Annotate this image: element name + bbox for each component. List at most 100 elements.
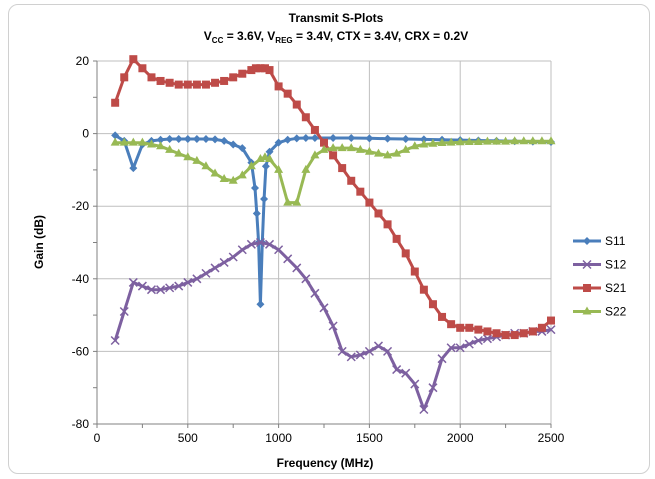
data-point-s12 [219,257,229,267]
x-tick-label: 500 [178,431,198,445]
data-point-s22 [528,136,538,145]
data-point-s11 [192,135,201,144]
data-point-s21 [419,285,428,294]
data-point-s22 [183,152,193,161]
grid-lines [96,60,552,425]
data-point-s21 [474,325,483,334]
data-point-s12 [137,281,147,291]
data-point-s21 [310,125,319,134]
data-point-s21 [147,73,156,82]
data-point-s21 [347,176,356,185]
data-point-s22 [246,161,256,170]
legend-item-s21: S21 [573,281,627,295]
data-point-s21 [537,323,546,332]
data-point-s11 [283,135,292,144]
subtitle-part-5: = 3.4V, CTX = 3.4V, CRX = 0.2V [293,29,469,43]
data-point-s12 [128,277,138,287]
data-point-s21 [338,164,347,173]
data-point-s12 [110,335,120,346]
data-point-s21 [547,316,555,325]
data-point-s11 [156,135,165,144]
series-s12 [110,237,556,415]
y-tick-label: -40 [72,272,90,286]
series-line-s21 [113,57,552,337]
data-point-s12 [446,343,456,353]
data-point-s12 [246,239,256,249]
data-point-s12 [464,339,474,349]
legend-marker [583,284,591,292]
data-point-s11 [274,138,283,147]
data-point-s22 [492,136,502,145]
data-point-s11 [229,140,238,149]
data-point-s11 [183,135,192,144]
data-point-s22 [410,141,420,150]
data-point-s11 [292,134,301,143]
data-point-s22 [292,197,302,206]
data-point-s12 [337,346,347,356]
data-point-s21 [229,73,238,82]
data-point-s21 [528,327,537,336]
legend-label: S11 [605,234,626,248]
data-point-s21 [247,66,256,75]
data-point-s21 [265,66,274,75]
subtitle-part-2: CC [212,36,224,45]
data-point-s22 [319,144,329,153]
data-point-s21 [301,113,310,122]
data-point-s11 [383,134,392,143]
data-point-s22 [137,137,147,146]
data-point-s11 [261,162,270,171]
series-s22 [110,136,556,206]
x-tick-label: 2000 [447,431,474,445]
data-point-s12 [328,321,338,331]
data-point-s12 [319,303,329,313]
data-point-s21 [519,329,528,338]
data-point-s22 [455,137,465,146]
y-tick-label: -20 [72,199,90,213]
data-point-s12 [383,346,393,356]
series-layer [110,55,556,415]
x-tick-label: 1000 [265,431,292,445]
subtitle-part-3: = 3.6V, V [223,29,275,43]
data-point-s11 [252,209,261,218]
data-point-s21 [111,98,120,107]
data-point-s22 [546,136,556,145]
data-point-s21 [283,89,292,98]
data-point-s12 [437,354,447,364]
data-point-s22 [228,175,238,184]
data-point-s22 [519,136,529,145]
data-point-s12 [355,350,365,360]
y-axis-label: Gain (dB) [32,215,46,269]
data-point-s22 [310,150,320,159]
data-point-s21 [292,100,301,109]
data-point-s22 [446,137,456,146]
data-point-s12 [237,245,247,255]
data-point-s21 [238,69,247,78]
data-point-s22 [156,141,166,150]
data-point-s11 [250,184,259,193]
series-s21 [111,55,555,340]
data-point-s22 [337,143,347,152]
y-tick-label: -60 [72,344,90,358]
data-point-s22 [283,197,293,206]
data-point-s12 [392,365,402,375]
data-point-s12 [146,285,157,295]
x-tick-label: 1500 [356,431,383,445]
y-tick-label: 20 [76,54,90,68]
x-tick-label: 0 [94,431,101,445]
data-point-s21 [383,220,392,229]
data-point-s22 [219,173,229,182]
data-point-s21 [274,82,283,91]
data-point-s22 [482,136,492,145]
subtitle-part-4: REG [275,36,292,45]
axes: -80 -60 -40 -20 0 20 0 500 1000 1500 2000 2500 [72,54,565,445]
data-point-s12 [156,285,166,295]
data-point-s12 [174,281,184,291]
data-point-s12 [473,335,483,346]
data-point-s22 [274,164,284,173]
data-point-s21 [392,234,401,243]
data-point-s12 [310,288,320,298]
data-point-s21 [174,80,183,89]
data-point-s11 [265,147,274,156]
data-point-s21 [211,78,220,87]
